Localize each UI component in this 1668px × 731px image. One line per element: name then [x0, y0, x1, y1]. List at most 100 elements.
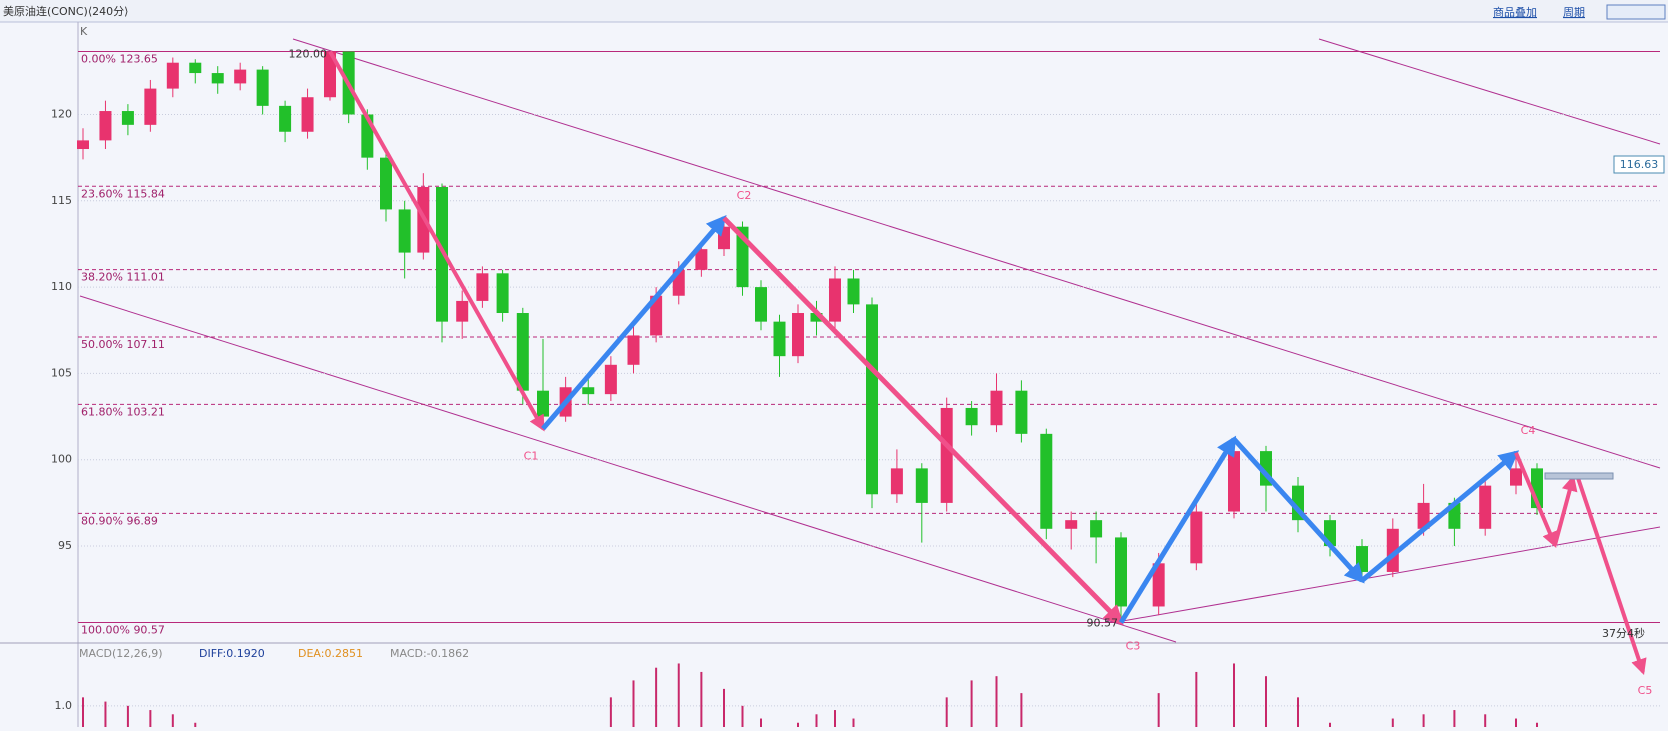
wave-arrow	[1576, 477, 1647, 676]
macd-bar	[797, 722, 799, 727]
wave-arrow	[722, 216, 1124, 626]
candle-body	[866, 304, 878, 495]
macd-bar	[104, 701, 107, 727]
y-tick-label: 115	[51, 194, 72, 207]
channel-lines	[79, 38, 1661, 643]
macd-bar	[677, 663, 680, 727]
candle-body	[1115, 537, 1127, 607]
candle-body	[890, 468, 903, 495]
macd-bar	[655, 667, 658, 727]
macd-tick-label: 1.0	[55, 699, 73, 712]
candle-body	[1228, 451, 1240, 512]
y-tick-label: 105	[51, 366, 72, 379]
overlay-button[interactable]: 商品叠加	[1493, 5, 1537, 19]
candle-body	[121, 111, 134, 125]
candle-body	[847, 278, 860, 305]
price-tag-box	[1613, 155, 1665, 174]
macd-bar	[609, 697, 612, 727]
candle-body	[1386, 528, 1399, 572]
fib-label: 23.60% 115.84	[81, 187, 165, 200]
macd-bar	[632, 680, 635, 727]
fib-label: 38.20% 111.01	[81, 271, 165, 284]
candle-body	[189, 62, 202, 74]
fib-label: 61.80% 103.21	[81, 405, 165, 418]
candle-body	[496, 273, 509, 314]
price-tag: 116.63	[1620, 158, 1659, 171]
macd-bar	[760, 718, 762, 727]
wave-arrow	[1232, 437, 1365, 584]
fib-label: 50.00% 107.11	[81, 338, 165, 351]
wave-arrow	[541, 215, 727, 431]
candle-body	[1356, 546, 1368, 572]
low-label: 90.57	[1087, 617, 1119, 630]
y-tick-label: 95	[58, 539, 72, 552]
k-label: K	[80, 25, 88, 38]
candle-body	[516, 313, 529, 391]
macd-bar	[852, 718, 855, 727]
candle-body	[718, 226, 730, 250]
title: 美原油连(CONC)⟨240分⟩	[3, 4, 128, 18]
countdown: 37分4秒	[1602, 626, 1645, 640]
period-button[interactable]: 周期	[1563, 6, 1585, 19]
wave-label: C2	[737, 189, 752, 202]
candle-body	[1479, 485, 1492, 529]
macd-bar	[1265, 676, 1267, 727]
macd-bar	[995, 676, 998, 727]
candle-body	[650, 295, 663, 336]
candle-body	[1190, 511, 1203, 564]
macd-bar	[1484, 714, 1487, 727]
candle-body	[965, 407, 978, 426]
macd-bar	[1233, 663, 1235, 727]
fib-label: 80.90% 96.89	[81, 514, 158, 527]
macd-bar	[1195, 671, 1198, 727]
macd-bar	[945, 697, 948, 727]
macd-diff: DIFF:0.1920	[199, 647, 265, 660]
candle-body	[915, 468, 928, 503]
nav-buttons[interactable]	[1606, 4, 1666, 20]
candle-body	[1417, 502, 1430, 529]
candle-body	[324, 51, 336, 98]
fib-label: 100.00% 90.57	[81, 624, 165, 637]
fib-label: 0.00% 123.65	[81, 52, 158, 65]
candle-body	[1090, 520, 1103, 538]
macd-bar	[741, 705, 744, 727]
candle-body	[1152, 563, 1165, 607]
consolidation-box	[1544, 472, 1614, 480]
macd-bar	[149, 710, 152, 727]
macd-bar	[815, 714, 818, 727]
candle-body	[301, 97, 314, 132]
macd-bar	[834, 710, 836, 727]
macd-bar	[1329, 722, 1331, 727]
candle-body	[144, 88, 157, 125]
y-tick-label: 120	[51, 107, 72, 120]
candle-body	[1510, 468, 1522, 486]
macd-bar	[1453, 710, 1456, 727]
candle-body	[380, 157, 392, 210]
macd-bar	[1297, 697, 1299, 727]
candle-body	[810, 313, 823, 322]
macd-bar	[1515, 718, 1517, 727]
candle-body	[829, 278, 841, 322]
candle-body	[436, 186, 448, 322]
wave-arrow	[328, 50, 545, 432]
candle-body	[211, 73, 224, 84]
macd-bar	[1157, 693, 1160, 727]
candle-body	[792, 313, 804, 357]
candle-body	[256, 69, 269, 106]
candle-body	[166, 62, 179, 89]
candle-body	[627, 335, 640, 365]
macd-bar	[723, 688, 725, 727]
candle-body	[695, 249, 708, 270]
y-tick-label: 100	[51, 453, 72, 466]
candle-body	[234, 69, 247, 84]
macd-bar	[1391, 718, 1394, 727]
y-tick-label: 110	[51, 280, 72, 293]
wave-arrow	[1118, 435, 1237, 624]
macd-bar	[171, 714, 174, 727]
macd-title: MACD(12,26,9)	[79, 647, 163, 660]
macd-value: MACD:-0.1862	[390, 647, 469, 660]
wave-arrow	[1514, 452, 1558, 548]
wave-arrow	[1553, 474, 1578, 546]
